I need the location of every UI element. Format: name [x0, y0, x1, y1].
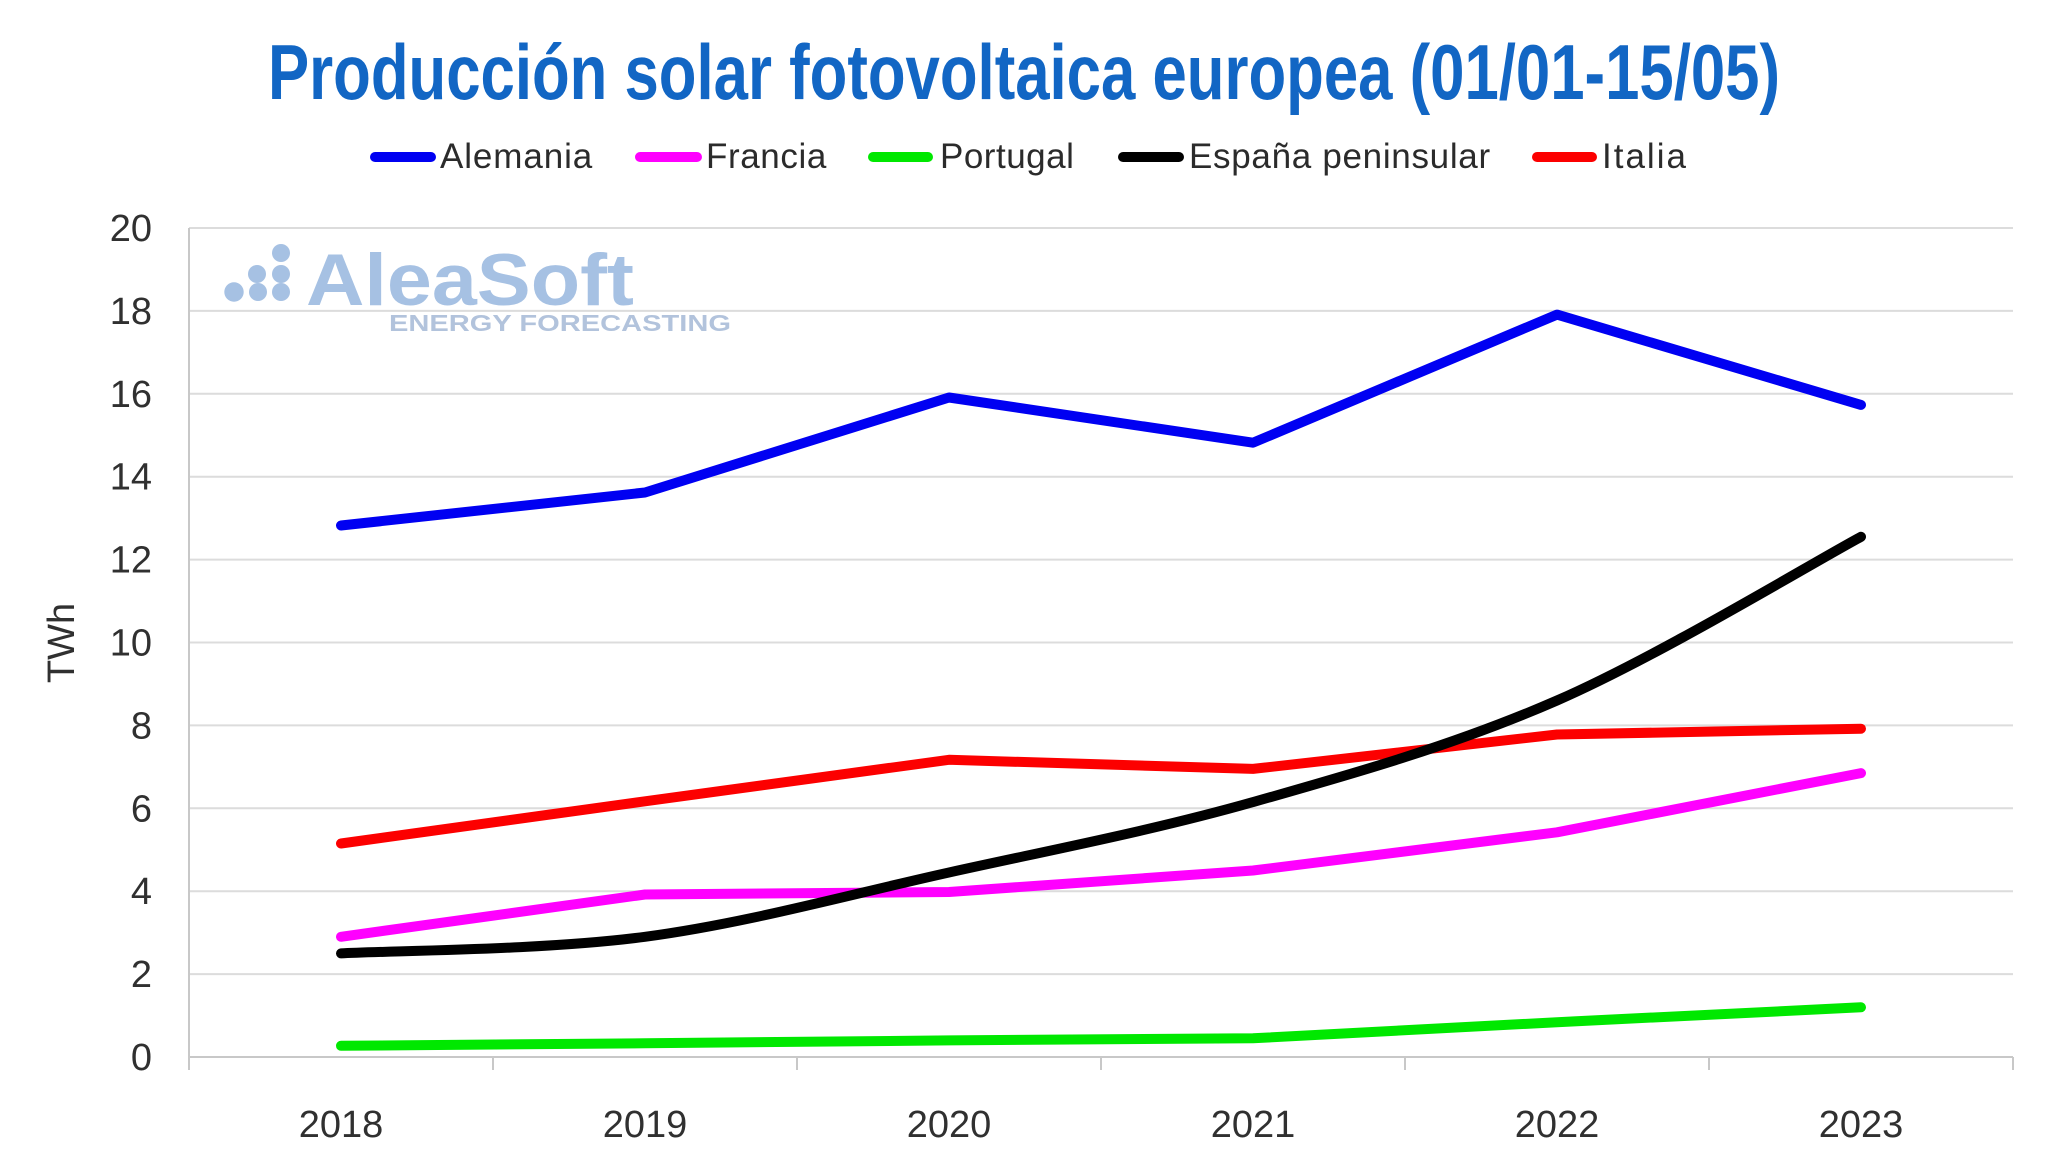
svg-text:AleaSoft: AleaSoft — [306, 240, 634, 321]
svg-text:2: 2 — [131, 954, 152, 996]
svg-text:6: 6 — [131, 788, 152, 830]
svg-text:Producción solar fotovoltaica: Producción solar fotovoltaica europea (0… — [268, 28, 1780, 116]
svg-text:0: 0 — [131, 1037, 152, 1079]
svg-text:2019: 2019 — [603, 1104, 688, 1146]
svg-text:20: 20 — [110, 208, 152, 250]
svg-text:14: 14 — [110, 457, 152, 499]
svg-text:2018: 2018 — [299, 1104, 384, 1146]
svg-text:12: 12 — [110, 540, 152, 582]
svg-text:2021: 2021 — [1211, 1104, 1296, 1146]
svg-text:4: 4 — [131, 871, 152, 913]
svg-text:2023: 2023 — [1819, 1104, 1904, 1146]
svg-text:2022: 2022 — [1515, 1104, 1600, 1146]
svg-text:TWh: TWh — [41, 603, 83, 683]
svg-text:16: 16 — [110, 374, 152, 416]
svg-text:Portugal: Portugal — [940, 137, 1074, 176]
svg-text:8: 8 — [131, 705, 152, 747]
svg-text:10: 10 — [110, 623, 152, 665]
svg-text:Alemania: Alemania — [440, 137, 593, 176]
svg-text:Italia: Italia — [1602, 137, 1688, 176]
svg-text:Francia: Francia — [706, 137, 827, 176]
svg-text:2020: 2020 — [907, 1104, 992, 1146]
svg-text:España peninsular: España peninsular — [1189, 137, 1491, 176]
svg-text:18: 18 — [110, 291, 152, 333]
svg-text:ENERGY FORECASTING: ENERGY FORECASTING — [389, 310, 731, 336]
